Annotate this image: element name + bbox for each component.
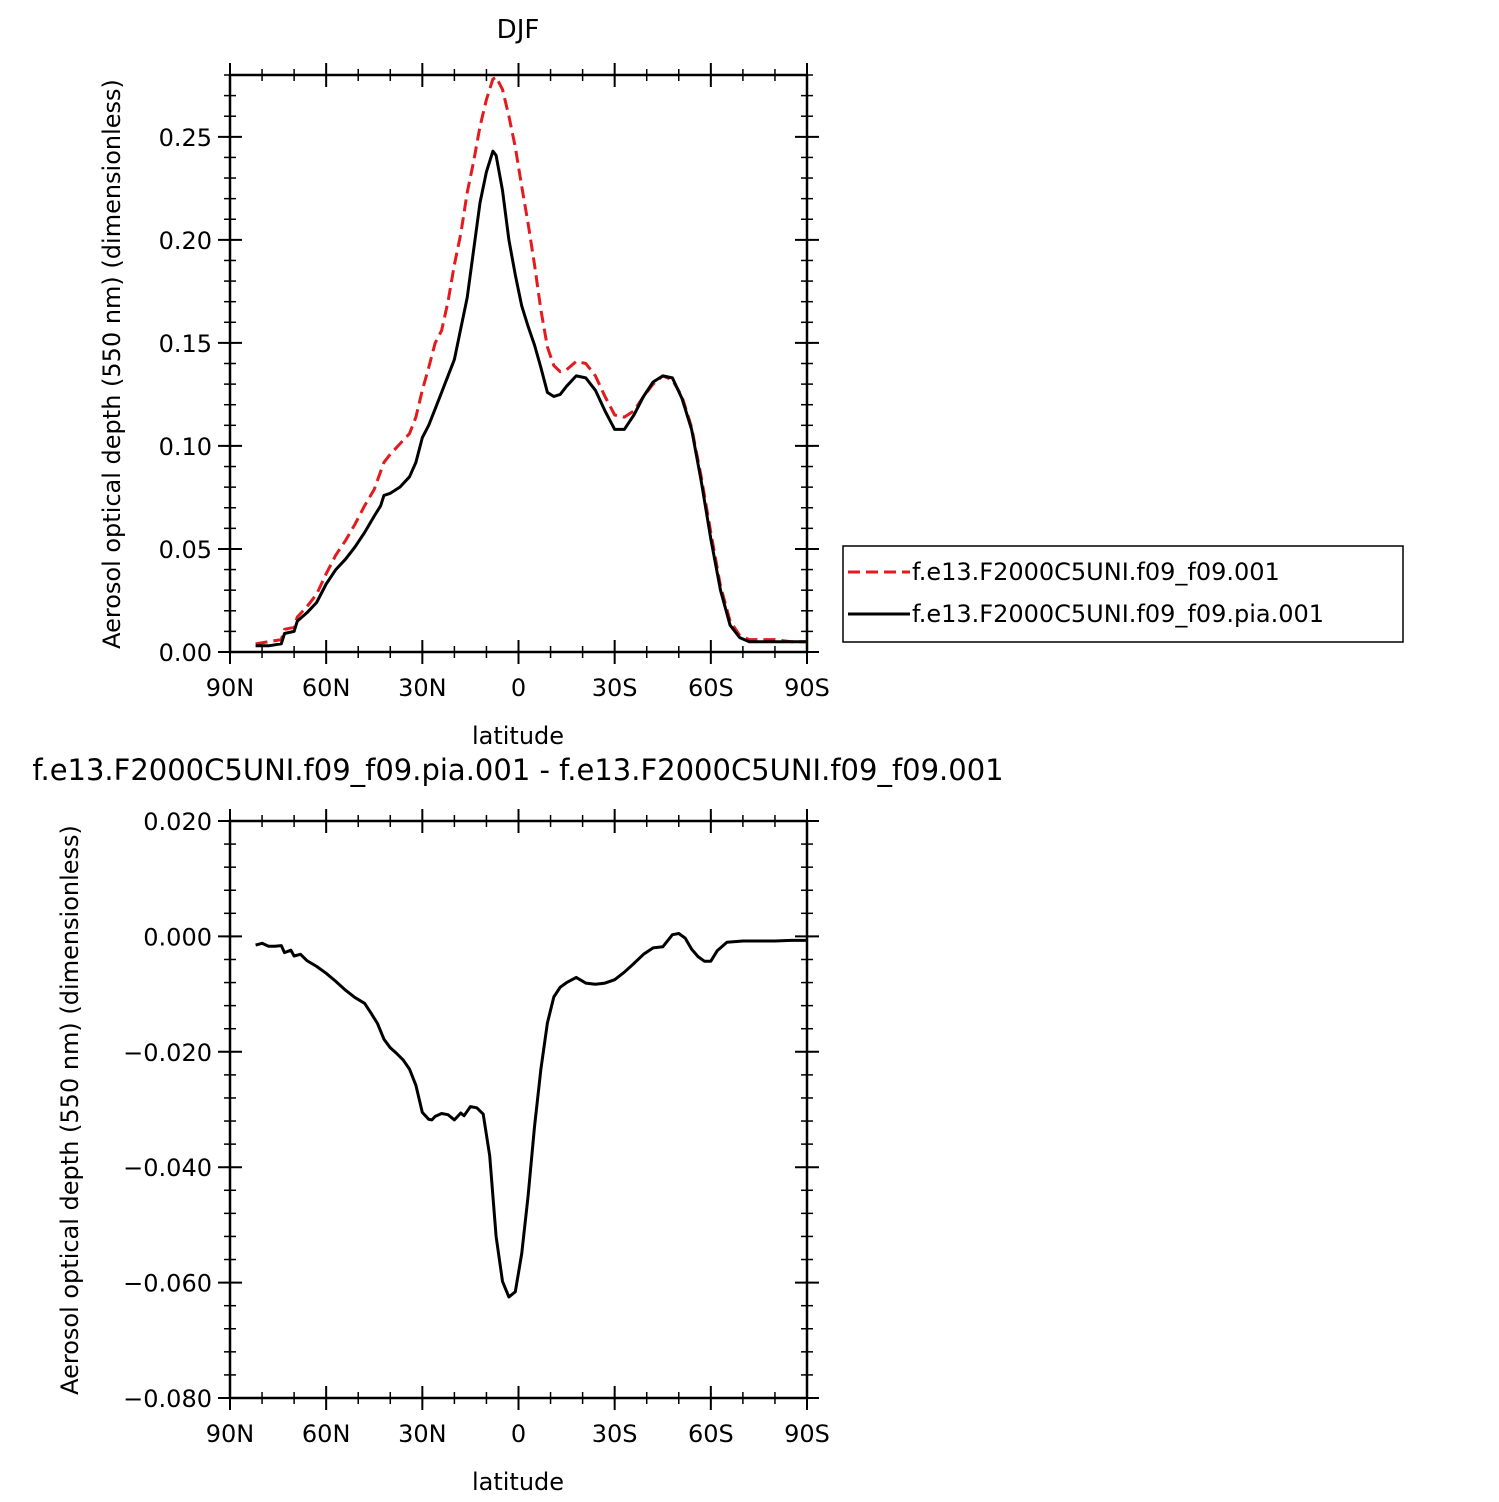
y-tick-label: 0.020 bbox=[143, 808, 212, 836]
top-plot-frame bbox=[228, 73, 809, 654]
top-x-tick-labels: 90N 60N 30N 0 30S 60S 90S bbox=[206, 674, 830, 702]
y-tick-label: −0.060 bbox=[123, 1270, 212, 1298]
bottom-x-tick-labels: 90N 60N 30N 0 30S 60S 90S bbox=[206, 1420, 830, 1448]
x-tick-label: 90S bbox=[784, 1420, 830, 1448]
x-tick-label: 60N bbox=[302, 674, 351, 702]
x-tick-label: 30S bbox=[592, 674, 638, 702]
y-tick-label: −0.080 bbox=[123, 1385, 212, 1413]
y-tick-label: 0.00 bbox=[159, 639, 212, 667]
legend-box bbox=[842, 545, 1404, 643]
bottom-y-axis-label: Aerosol optical depth (550 nm) (dimensio… bbox=[56, 825, 84, 1395]
x-tick-label: 0 bbox=[511, 1420, 526, 1448]
x-tick-label: 30N bbox=[398, 674, 447, 702]
x-tick-label: 0 bbox=[511, 674, 526, 702]
bottom-series-lines bbox=[255, 932, 807, 1299]
legend-label-series-1: f.e13.F2000C5UNI.f09_f09.001 bbox=[912, 558, 1280, 586]
bottom-plot-frame bbox=[228, 819, 809, 1400]
y-tick-label: 0.000 bbox=[143, 923, 212, 951]
legend-label-series-2: f.e13.F2000C5UNI.f09_f09.pia.001 bbox=[912, 600, 1324, 628]
bottom-chart-title: f.e13.F2000C5UNI.f09_f09.pia.001 - f.e13… bbox=[32, 753, 1003, 787]
y-tick-label: 0.20 bbox=[159, 227, 212, 255]
bottom-x-axis-label: latitude bbox=[472, 1468, 564, 1496]
top-y-tick-labels: 0.00 0.05 0.10 0.15 0.20 0.25 bbox=[159, 124, 212, 667]
top-y-axis-label: Aerosol optical depth (550 nm) (dimensio… bbox=[98, 79, 126, 649]
y-tick-label: −0.020 bbox=[123, 1039, 212, 1067]
x-tick-label: 90N bbox=[206, 1420, 255, 1448]
bottom-tick-marks bbox=[218, 809, 819, 1410]
y-tick-label: 0.25 bbox=[159, 124, 212, 152]
top-series-lines bbox=[255, 75, 807, 648]
x-tick-label: 60N bbox=[302, 1420, 351, 1448]
top-panel: DJF 90N 60N 30N 0 30S 60S 90S 0.00 0.05 0.10 0.15… bbox=[98, 15, 830, 750]
legend: f.e13.F2000C5UNI.f09_f09.001 f.e13.F2000… bbox=[842, 545, 1404, 643]
x-tick-label: 90N bbox=[206, 674, 255, 702]
y-tick-label: 0.10 bbox=[159, 433, 212, 461]
y-tick-label: 0.15 bbox=[159, 330, 212, 358]
x-tick-label: 30N bbox=[398, 1420, 447, 1448]
y-tick-label: −0.040 bbox=[123, 1154, 212, 1182]
bottom-panel: f.e13.F2000C5UNI.f09_f09.pia.001 - f.e13… bbox=[32, 753, 1003, 1496]
top-chart-title: DJF bbox=[497, 15, 540, 45]
series-line-1 bbox=[255, 75, 807, 646]
top-x-axis-label: latitude bbox=[472, 722, 564, 750]
x-tick-label: 60S bbox=[688, 1420, 734, 1448]
series-line-2 bbox=[255, 149, 807, 648]
x-tick-label: 90S bbox=[784, 674, 830, 702]
top-tick-marks bbox=[218, 63, 819, 664]
y-tick-label: 0.05 bbox=[159, 536, 212, 564]
x-tick-label: 60S bbox=[688, 674, 734, 702]
bottom-y-tick-labels: 0.020 0.000 −0.020 −0.040 −0.060 −0.080 bbox=[123, 808, 212, 1413]
x-tick-label: 30S bbox=[592, 1420, 638, 1448]
series-line-1 bbox=[255, 932, 807, 1299]
